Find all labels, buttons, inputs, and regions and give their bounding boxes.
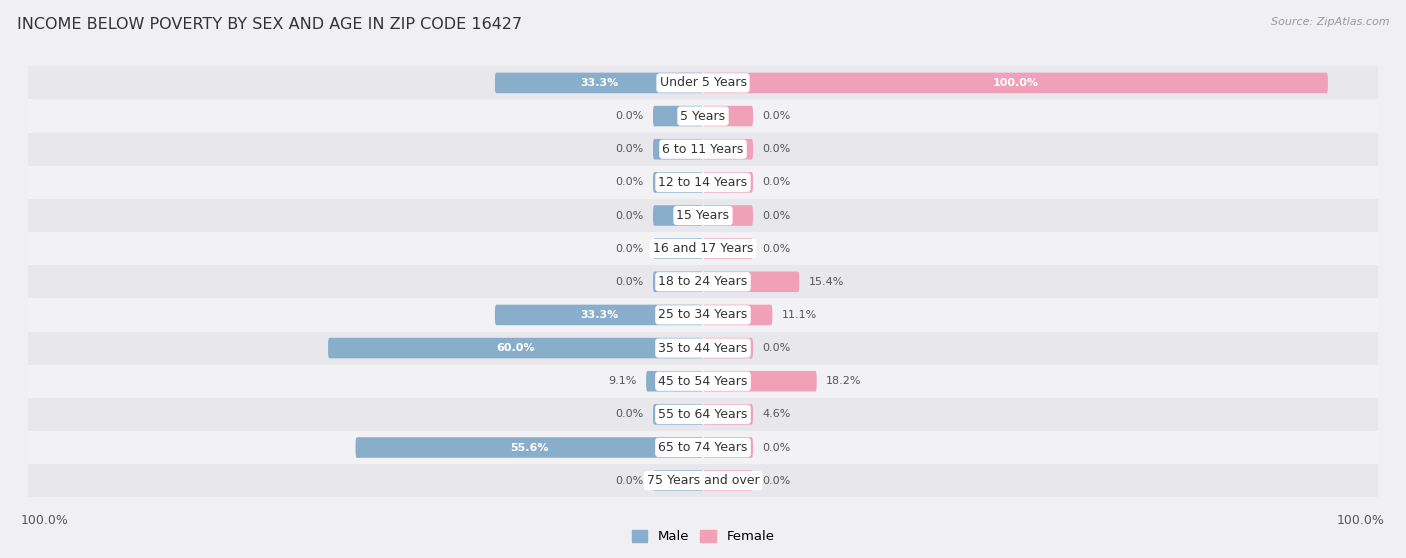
FancyBboxPatch shape [703,470,754,491]
FancyBboxPatch shape [703,338,754,358]
FancyBboxPatch shape [652,238,703,259]
Text: 0.0%: 0.0% [762,177,790,187]
Bar [15,166,1391,199]
Text: 100.0%: 100.0% [1337,514,1385,527]
Text: 6 to 11 Years: 6 to 11 Years [662,143,744,156]
FancyBboxPatch shape [356,437,703,458]
Text: 0.0%: 0.0% [616,177,644,187]
FancyBboxPatch shape [652,172,703,193]
Text: 0.0%: 0.0% [616,277,644,287]
Text: INCOME BELOW POVERTY BY SEX AND AGE IN ZIP CODE 16427: INCOME BELOW POVERTY BY SEX AND AGE IN Z… [17,17,522,32]
Text: 9.1%: 9.1% [609,376,637,386]
FancyBboxPatch shape [703,205,754,226]
Text: 5 Years: 5 Years [681,109,725,123]
FancyBboxPatch shape [652,404,703,425]
FancyBboxPatch shape [703,73,1327,93]
Bar [15,364,1391,398]
Text: 45 to 54 Years: 45 to 54 Years [658,375,748,388]
Text: 100.0%: 100.0% [993,78,1039,88]
Text: 12 to 14 Years: 12 to 14 Years [658,176,748,189]
Bar [15,99,1391,133]
Bar [15,265,1391,299]
Text: 60.0%: 60.0% [496,343,534,353]
Text: 15 Years: 15 Years [676,209,730,222]
FancyBboxPatch shape [703,404,754,425]
Text: 0.0%: 0.0% [616,244,644,254]
Text: 0.0%: 0.0% [616,210,644,220]
FancyBboxPatch shape [652,205,703,226]
Text: 0.0%: 0.0% [762,144,790,154]
Text: 0.0%: 0.0% [762,475,790,485]
FancyBboxPatch shape [703,305,772,325]
Text: 75 Years and over: 75 Years and over [647,474,759,487]
Text: 0.0%: 0.0% [762,111,790,121]
Text: 100.0%: 100.0% [21,514,69,527]
Text: 18 to 24 Years: 18 to 24 Years [658,275,748,288]
Text: 0.0%: 0.0% [762,343,790,353]
FancyBboxPatch shape [652,106,703,126]
Text: 15.4%: 15.4% [808,277,844,287]
Text: 65 to 74 Years: 65 to 74 Years [658,441,748,454]
Text: 4.6%: 4.6% [762,410,790,420]
Text: 0.0%: 0.0% [616,144,644,154]
Text: Under 5 Years: Under 5 Years [659,76,747,89]
Text: 35 to 44 Years: 35 to 44 Years [658,341,748,354]
Text: 11.1%: 11.1% [782,310,817,320]
Bar [15,431,1391,464]
Text: 16 and 17 Years: 16 and 17 Years [652,242,754,255]
FancyBboxPatch shape [647,371,703,392]
FancyBboxPatch shape [652,470,703,491]
FancyBboxPatch shape [703,139,754,160]
Text: 55.6%: 55.6% [510,442,548,453]
FancyBboxPatch shape [652,139,703,160]
Text: 0.0%: 0.0% [762,442,790,453]
Bar [15,464,1391,497]
Bar [15,232,1391,265]
FancyBboxPatch shape [703,106,754,126]
FancyBboxPatch shape [703,272,799,292]
FancyBboxPatch shape [495,73,703,93]
FancyBboxPatch shape [703,437,754,458]
Text: 33.3%: 33.3% [579,78,619,88]
Text: 0.0%: 0.0% [762,244,790,254]
FancyBboxPatch shape [495,305,703,325]
Bar [15,331,1391,364]
Bar [15,299,1391,331]
Text: 18.2%: 18.2% [827,376,862,386]
Text: 25 to 34 Years: 25 to 34 Years [658,309,748,321]
Text: 0.0%: 0.0% [616,410,644,420]
Text: 33.3%: 33.3% [579,310,619,320]
Bar [15,199,1391,232]
Text: Source: ZipAtlas.com: Source: ZipAtlas.com [1271,17,1389,27]
Text: 0.0%: 0.0% [762,210,790,220]
Text: 0.0%: 0.0% [616,475,644,485]
Bar [15,66,1391,99]
Text: 0.0%: 0.0% [616,111,644,121]
FancyBboxPatch shape [652,272,703,292]
FancyBboxPatch shape [703,172,754,193]
Text: 55 to 64 Years: 55 to 64 Years [658,408,748,421]
FancyBboxPatch shape [703,371,817,392]
Bar [15,398,1391,431]
FancyBboxPatch shape [328,338,703,358]
FancyBboxPatch shape [703,238,754,259]
Legend: Male, Female: Male, Female [626,525,780,549]
Bar [15,133,1391,166]
